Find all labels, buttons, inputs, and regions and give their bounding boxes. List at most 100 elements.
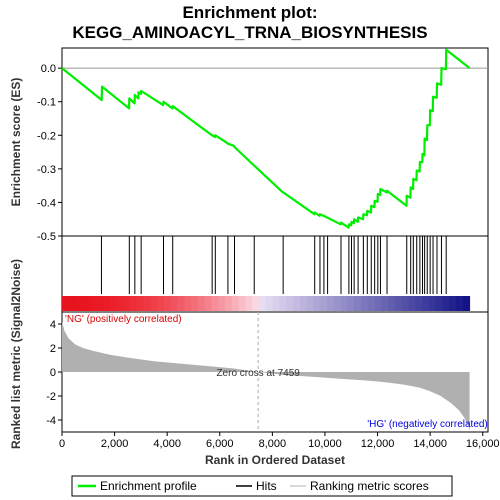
legend-box bbox=[71, 475, 453, 497]
es-panel: 0.0 -0.1 -0.2 -0.3 -0.4 -0.5 Enrichment score… bbox=[9, 47, 489, 243]
ranking-color-segment bbox=[462, 296, 471, 311]
metric-y-tick-label: 2 bbox=[50, 343, 56, 355]
es-y-tick-label: -0.3 bbox=[37, 164, 56, 176]
ranking-color-segment bbox=[82, 296, 90, 311]
ranking-color-segment bbox=[157, 296, 165, 311]
ranking-color-segment bbox=[456, 296, 464, 311]
es-y-tick-label: 0.0 bbox=[41, 63, 56, 75]
legend-label-metric: Ranking metric scores bbox=[310, 479, 429, 493]
ranking-color-segment bbox=[313, 296, 321, 311]
ranking-color-segment bbox=[102, 296, 111, 311]
ranking-color-segment bbox=[367, 296, 375, 311]
ranking-metric-area bbox=[62, 321, 470, 431]
ranking-color-segment bbox=[449, 296, 457, 311]
ranking-color-segment bbox=[333, 296, 342, 311]
ranking-color-bar bbox=[62, 296, 471, 311]
ranking-color-segment bbox=[326, 296, 335, 311]
ranking-color-segment bbox=[340, 296, 348, 311]
ranking-color-segment bbox=[62, 296, 70, 311]
metric-y-tick-label: -2 bbox=[46, 391, 56, 403]
ranking-color-segment bbox=[191, 296, 199, 311]
es-y-tick-label: -0.1 bbox=[37, 97, 56, 109]
ranking-color-segment bbox=[150, 296, 158, 311]
chart-title-line1: Enrichment plot: bbox=[182, 3, 317, 22]
ranking-color-segment bbox=[211, 296, 219, 311]
metric-y-axis: 4 2 0 -2 -4 bbox=[46, 319, 62, 427]
x-tick-label: 2,000 bbox=[101, 438, 129, 450]
ranking-color-segment bbox=[245, 296, 253, 311]
ranking-color-segment bbox=[231, 296, 240, 311]
ranking-color-segment bbox=[123, 296, 131, 311]
ranking-color-segment bbox=[415, 296, 423, 311]
ranking-color-segment bbox=[177, 296, 185, 311]
es-y-tick-label: -0.4 bbox=[37, 197, 56, 209]
es-y-axis-label: Enrichment score (ES) bbox=[9, 78, 23, 207]
enrichment-profile-line bbox=[61, 48, 471, 229]
ranking-color-segment bbox=[279, 296, 287, 311]
ranking-color-segment bbox=[374, 296, 382, 311]
ranking-color-segment bbox=[95, 296, 104, 311]
chart-title-line2: KEGG_AMINOACYL_TRNA_BIOSYNTHESIS bbox=[72, 23, 427, 42]
metric-y-axis-label: Ranked list metric (Signal2Noise) bbox=[9, 259, 23, 449]
ranking-color-segment bbox=[68, 296, 77, 311]
ranking-color-segment bbox=[388, 296, 396, 311]
ranking-color-segment bbox=[238, 296, 246, 311]
ranking-color-segment bbox=[259, 296, 267, 311]
ranking-color-segment bbox=[292, 296, 301, 311]
es-y-tick-label: -0.2 bbox=[37, 130, 56, 142]
metric-y-tick-label: -4 bbox=[46, 415, 56, 427]
ranking-color-segment bbox=[435, 296, 443, 311]
ranking-color-segment bbox=[408, 296, 416, 311]
x-tick-label: 6,000 bbox=[206, 438, 234, 450]
ranking-color-segment bbox=[306, 296, 314, 311]
ranking-color-segment bbox=[265, 296, 274, 311]
ranking-color-segment bbox=[360, 296, 369, 311]
zero-cross-label: Zero cross at 7459 bbox=[216, 368, 300, 379]
ranking-color-segment bbox=[428, 296, 437, 311]
ranking-color-segment bbox=[381, 296, 389, 311]
legend-label-profile: Enrichment profile bbox=[100, 479, 197, 493]
ranking-color-segment bbox=[89, 296, 97, 311]
x-tick-label: 4,000 bbox=[153, 438, 181, 450]
ranking-color-segment bbox=[129, 296, 138, 311]
ranking-color-segment bbox=[197, 296, 206, 311]
ranking-color-segment bbox=[354, 296, 362, 311]
ranking-color-segment bbox=[116, 296, 124, 311]
ranking-color-segment bbox=[252, 296, 260, 311]
ranking-color-segment bbox=[442, 296, 450, 311]
x-tick-label: 14,000 bbox=[413, 438, 447, 450]
hit-markers bbox=[100, 236, 447, 294]
ranking-color-segment bbox=[347, 296, 355, 311]
ranking-color-segment bbox=[109, 296, 117, 311]
metric-panel: Zero cross at 7459 'NG' (positively corr… bbox=[9, 259, 500, 467]
x-tick-label: 16,000 bbox=[466, 438, 500, 450]
legend-label-hits: Hits bbox=[256, 479, 277, 493]
ranking-color-segment bbox=[272, 296, 280, 311]
x-tick-label: 10,000 bbox=[308, 438, 342, 450]
x-tick-label: 8,000 bbox=[259, 438, 287, 450]
ranking-color-segment bbox=[163, 296, 172, 311]
negative-correlation-label: 'HG' (negatively correlated) bbox=[367, 419, 488, 430]
positive-correlation-label: 'NG' (positively correlated) bbox=[65, 314, 182, 325]
hits-panel bbox=[61, 235, 489, 313]
ranking-color-segment bbox=[299, 296, 308, 311]
ranking-color-segment bbox=[204, 296, 212, 311]
ranking-color-segment bbox=[143, 296, 151, 311]
metric-y-tick-label: 4 bbox=[50, 319, 56, 331]
metric-y-tick-label: 0 bbox=[50, 367, 56, 379]
x-axis-label: Rank in Ordered Dataset bbox=[205, 453, 345, 467]
legend: Enrichment profile Hits Ranking metric s… bbox=[71, 475, 453, 497]
ranking-color-segment bbox=[218, 296, 226, 311]
ranking-color-segment bbox=[75, 296, 83, 311]
es-y-axis: 0.0 -0.1 -0.2 -0.3 -0.4 -0.5 bbox=[37, 63, 62, 243]
x-tick-label: 0 bbox=[59, 438, 65, 450]
ranking-color-segment bbox=[422, 296, 430, 311]
metric-x-axis: 0 2,000 4,000 6,000 8,000 10,000 12,000 14,000 1… bbox=[59, 432, 500, 450]
ranking-color-segment bbox=[136, 296, 145, 311]
es-y-tick-label: -0.5 bbox=[37, 231, 56, 243]
ranking-color-segment bbox=[401, 296, 409, 311]
ranking-color-segment bbox=[170, 296, 178, 311]
ranking-color-segment bbox=[394, 296, 403, 311]
x-tick-label: 12,000 bbox=[361, 438, 395, 450]
